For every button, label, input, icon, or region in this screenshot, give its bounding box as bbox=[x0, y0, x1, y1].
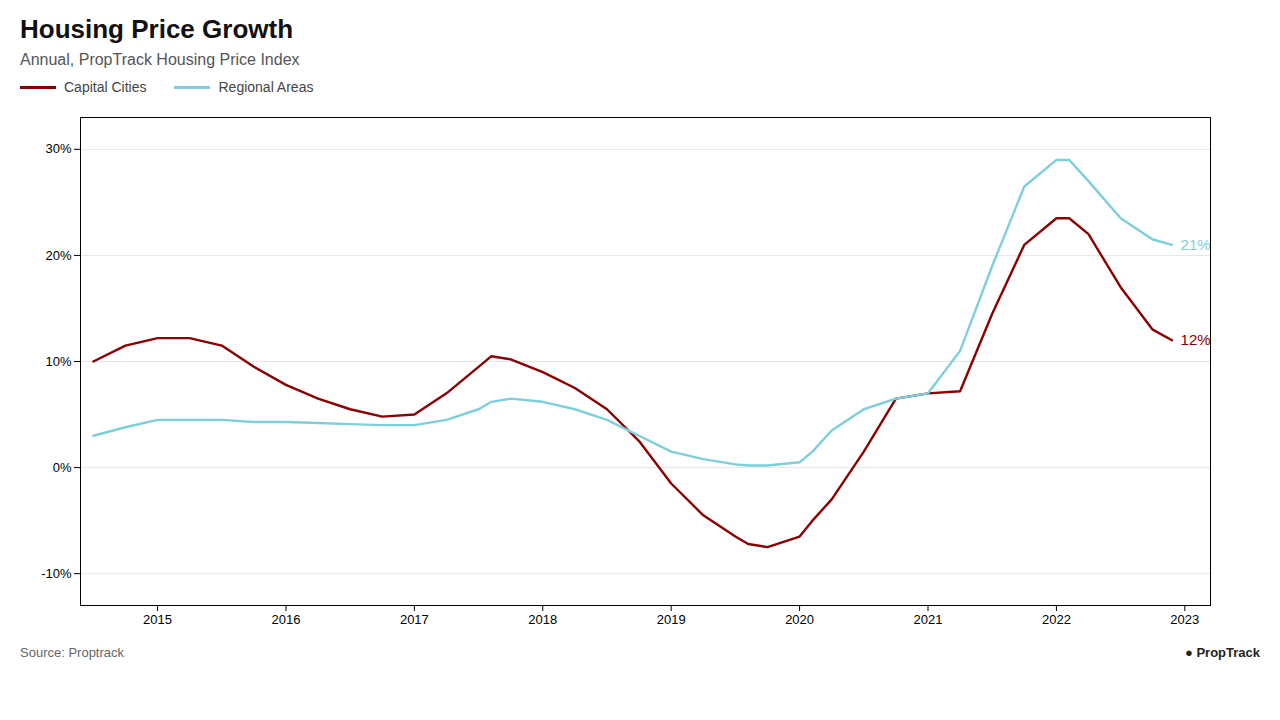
svg-text:12%: 12% bbox=[1181, 331, 1211, 348]
svg-text:2023: 2023 bbox=[1170, 612, 1199, 627]
svg-text:2020: 2020 bbox=[785, 612, 814, 627]
svg-text:0%: 0% bbox=[53, 460, 72, 475]
svg-text:20%: 20% bbox=[45, 248, 71, 263]
html-text:Housing Price Growth: Housing Price Growth bbox=[20, 14, 293, 44]
html-text:Capital Cities: Capital Cities bbox=[64, 79, 147, 95]
svg-text:30%: 30% bbox=[45, 141, 71, 156]
html-text:Annual, PropTrack Housing Pric: Annual, PropTrack Housing Price Index bbox=[20, 51, 300, 68]
svg-text:2021: 2021 bbox=[914, 612, 943, 627]
svg-text:2015: 2015 bbox=[143, 612, 172, 627]
html-text:● PropTrack: ● PropTrack bbox=[1184, 645, 1260, 660]
svg-text:2018: 2018 bbox=[528, 612, 557, 627]
html-text:Regional Areas: Regional Areas bbox=[218, 79, 314, 95]
svg-text:10%: 10% bbox=[45, 354, 71, 369]
svg-text:2017: 2017 bbox=[400, 612, 429, 627]
html-text:Source: Proptrack: Source: Proptrack bbox=[20, 645, 124, 660]
svg-text:2022: 2022 bbox=[1042, 612, 1071, 627]
svg-text:2016: 2016 bbox=[271, 612, 300, 627]
svg-text:21%: 21% bbox=[1181, 236, 1211, 253]
svg-text:-10%: -10% bbox=[41, 566, 72, 581]
svg-text:2019: 2019 bbox=[657, 612, 686, 627]
